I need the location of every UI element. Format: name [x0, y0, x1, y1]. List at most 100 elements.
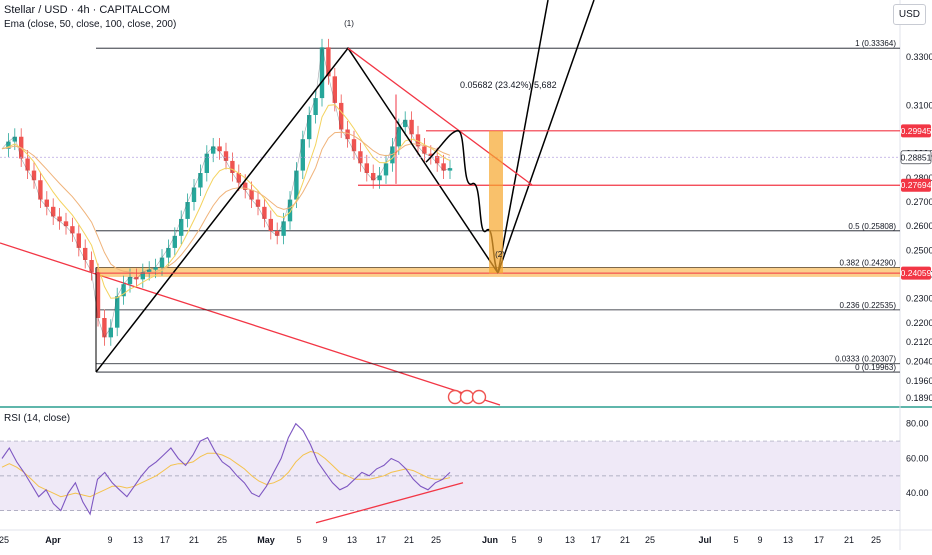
time-axis-tick: 25: [0, 535, 9, 545]
time-axis-tick: 13: [783, 535, 793, 545]
candle-body: [38, 180, 43, 200]
candle-body: [89, 260, 94, 273]
time-axis-tick: 25: [871, 535, 881, 545]
candle-body: [108, 327, 113, 338]
candle-body: [179, 218, 184, 236]
candle-body: [383, 163, 389, 176]
candle-body: [281, 221, 286, 236]
rsi-axis-tick: 40.00: [906, 488, 929, 498]
rsi-line: [1, 422, 451, 516]
time-axis-tick: 25: [431, 535, 441, 545]
time-axis-tick: May: [257, 535, 275, 545]
candle-body: [339, 102, 344, 130]
candle-body: [249, 189, 254, 200]
candle-body: [230, 160, 235, 173]
rsi-legend: RSI (14, close): [4, 413, 71, 424]
price-tag[interactable]: [901, 266, 931, 280]
candle-body: [70, 226, 75, 234]
candle-body: [326, 47, 331, 77]
time-axis-tick: 13: [133, 535, 143, 545]
candle-body: [319, 47, 325, 99]
time-axis-tick: 13: [347, 535, 357, 545]
candle-body: [140, 272, 145, 280]
price-tag[interactable]: [900, 150, 932, 165]
time-axis-tick: Apr: [45, 535, 61, 545]
candle-body: [371, 173, 376, 181]
descending-trendline[interactable]: [0, 242, 501, 406]
time-axis-tick: 21: [620, 535, 630, 545]
candle-body: [403, 119, 408, 128]
currency-button[interactable]: USD: [892, 4, 926, 25]
fib-level-label: 1 (0.33364): [855, 39, 896, 48]
candle-body: [409, 119, 414, 135]
time-axis-tick: 9: [322, 535, 327, 545]
candle-body: [422, 146, 427, 154]
candle-body: [307, 115, 312, 140]
ema-line: [1, 131, 451, 274]
fib-level-label: 0.236 (0.22535): [840, 301, 897, 310]
candle-body: [153, 267, 158, 270]
candle-body: [275, 231, 280, 236]
price-tag-label: 0.29945: [901, 126, 932, 136]
time-axis-tick: 17: [376, 535, 386, 545]
time-axis-tick: 13: [565, 535, 575, 545]
candle-body: [211, 146, 216, 154]
economic-event-icon[interactable]: [471, 389, 487, 405]
candle-body: [223, 151, 229, 161]
candle-body: [95, 272, 101, 318]
candle-body: [217, 146, 222, 152]
measure-label: 0.05682 (23.42%) 5,682: [460, 80, 557, 90]
fib-level-label: 0.5 (0.25808): [848, 222, 896, 231]
economic-event-icon[interactable]: [447, 389, 463, 405]
time-axis-tick: 5: [733, 535, 738, 545]
time-axis-tick: 25: [645, 535, 655, 545]
price-tag[interactable]: [901, 178, 931, 192]
candle-body: [147, 269, 152, 273]
time-axis-tick: 9: [537, 535, 542, 545]
time-axis-tick: 5: [296, 535, 301, 545]
candle-body: [435, 156, 440, 164]
wave-projection-line-2[interactable]: [497, 0, 595, 274]
time-axis-tick: 17: [814, 535, 824, 545]
candle-body: [191, 187, 197, 202]
candle-body: [76, 233, 81, 248]
candle-body: [364, 163, 369, 173]
candle-body: [236, 173, 241, 183]
time-axis-tick: 21: [844, 535, 854, 545]
rsi-axis-tick: 80.00: [906, 419, 929, 429]
time-axis-tick: 9: [757, 535, 762, 545]
wave-projection-line[interactable]: [497, 0, 549, 274]
candle-body: [396, 127, 401, 147]
candle-body: [351, 139, 357, 152]
economic-event-icon[interactable]: [459, 389, 475, 405]
candle-body: [134, 276, 139, 280]
rsi-axis-tick: 60.00: [906, 453, 929, 463]
candle-body: [57, 216, 62, 222]
candle-body: [44, 199, 49, 207]
price-axis-tick: 0.18900: [906, 393, 932, 403]
time-axis-tick: 25: [217, 535, 227, 545]
time-axis-tick: Jul: [698, 535, 711, 545]
candle-body: [377, 175, 382, 181]
price-tag-label: 0.28851: [901, 152, 932, 162]
rsi-trendline[interactable]: [315, 482, 464, 524]
measure-box[interactable]: [489, 130, 503, 274]
price-close-line: [1, 47, 451, 338]
ema-legend: Ema (close, 50, close, 100, close, 200): [4, 19, 177, 30]
price-tag[interactable]: [901, 124, 931, 138]
candle-body: [268, 218, 273, 231]
candle-body: [447, 168, 453, 171]
time-axis-tick: 9: [107, 535, 112, 545]
candle-body: [102, 318, 107, 338]
